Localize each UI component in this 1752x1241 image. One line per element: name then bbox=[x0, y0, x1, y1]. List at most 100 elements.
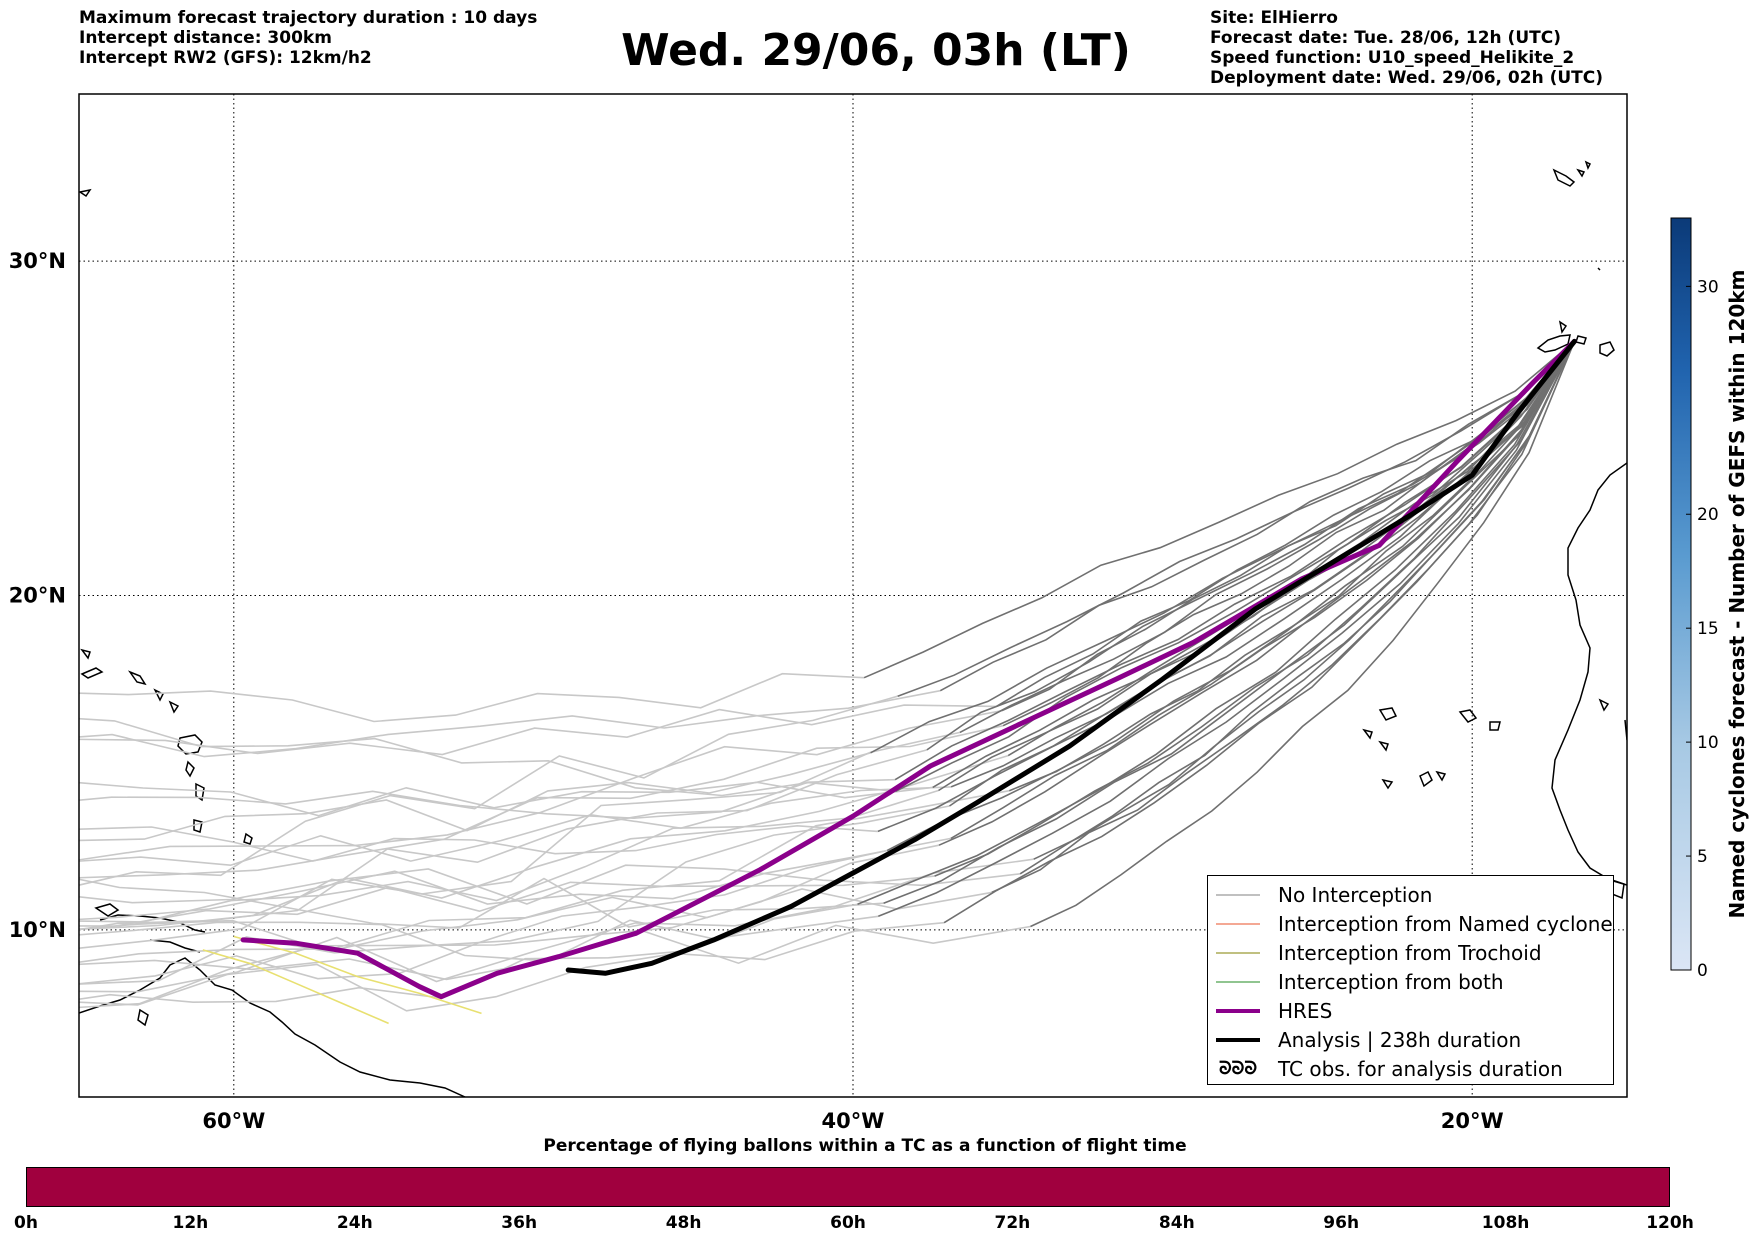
colorbar-tick-label: 10 bbox=[1697, 733, 1719, 753]
flight-time-tick-label: 60h bbox=[830, 1213, 866, 1233]
legend-swatch bbox=[1216, 1033, 1260, 1047]
flight-time-tick-label: 12h bbox=[172, 1213, 209, 1233]
ensemble-trajectory-dark bbox=[926, 340, 1576, 751]
map-legend: No Interception Interception from Named c… bbox=[1207, 875, 1614, 1085]
header-intercept-distance: Intercept distance: 300km bbox=[79, 28, 332, 48]
ensemble-trajectory-dark bbox=[897, 340, 1575, 697]
lon-tick-label: 60°W bbox=[202, 1109, 265, 1133]
header-speed-function: Speed function: U10_speed_Helikite_2 bbox=[1210, 48, 1575, 68]
ensemble-trajectory-light bbox=[79, 824, 878, 862]
ensemble-trajectory-dark bbox=[1008, 340, 1576, 792]
flight-time-tick-label: 24h bbox=[336, 1213, 373, 1233]
coastlines bbox=[79, 160, 1627, 1097]
ensemble-trajectory-light bbox=[79, 864, 1021, 905]
lat-tick-label: 10°N bbox=[9, 918, 66, 942]
ensemble-trajectory-light bbox=[79, 786, 952, 867]
ensemble-trajectory-dark bbox=[1030, 341, 1576, 928]
legend-label: Interception from both bbox=[1278, 969, 1504, 994]
header-site: Site: ElHierro bbox=[1210, 8, 1338, 28]
ensemble-trajectory-light bbox=[79, 837, 952, 921]
ensemble-trajectory-dark bbox=[1001, 340, 1576, 712]
ensemble-trajectory-dark bbox=[895, 340, 1576, 793]
legend-item: Interception from Trochoid bbox=[1216, 938, 1605, 967]
legend-swatch: ᘐᘐᘐ bbox=[1218, 1057, 1258, 1079]
ensemble-trajectory-light bbox=[79, 731, 961, 950]
ensemble-trajectory-dark bbox=[1002, 340, 1576, 727]
ensemble-trajectory-light bbox=[79, 921, 945, 1012]
flight-time-tick-label: 108h bbox=[1481, 1213, 1530, 1233]
header-forecast-date: Forecast date: Tue. 28/06, 12h (UTC) bbox=[1210, 28, 1561, 48]
light-trajectories bbox=[79, 672, 1034, 1012]
header-duration: Maximum forecast trajectory duration : 1… bbox=[79, 8, 538, 28]
map-gridlines bbox=[79, 94, 1627, 1097]
ensemble-trajectory-light bbox=[79, 915, 879, 962]
cyclone-colorbar-ticks: 0 5 10 15 20 30 bbox=[1686, 277, 1719, 981]
ensemble-trajectory-light bbox=[79, 704, 997, 756]
legend-item: Interception from both bbox=[1216, 967, 1605, 996]
ensemble-trajectory-light bbox=[79, 877, 884, 929]
map-frame bbox=[78, 93, 1628, 1098]
ensemble-trajectory-light bbox=[79, 689, 941, 758]
flight-time-tick-label: 84h bbox=[1158, 1213, 1195, 1233]
ensemble-trajectory-light bbox=[79, 695, 898, 886]
legend-label: Interception from Trochoid bbox=[1278, 940, 1542, 965]
legend-item: Interception from Named cyclone bbox=[1216, 909, 1613, 938]
latitude-ticks: 30°N 20°N 10°N bbox=[9, 249, 66, 942]
ensemble-trajectory-dark bbox=[938, 340, 1576, 846]
ensemble-trajectory-dark bbox=[950, 340, 1576, 788]
ensemble-trajectory-dark bbox=[932, 340, 1576, 789]
flight-time-tick-label: 48h bbox=[665, 1213, 702, 1233]
legend-item: HRES bbox=[1216, 996, 1605, 1025]
lat-tick-label: 20°N bbox=[9, 584, 66, 608]
ensemble-trajectory-dark bbox=[878, 341, 1576, 918]
header-intercept-rw2: Intercept RW2 (GFS): 12km/h2 bbox=[79, 48, 372, 68]
lon-tick-label: 20°W bbox=[1441, 1109, 1504, 1133]
header-info-right: Site: ElHierro Forecast date: Tue. 28/06… bbox=[1210, 8, 1603, 88]
flight-time-tick-label: 120h bbox=[1646, 1213, 1694, 1233]
page-title: Wed. 29/06, 03h (LT) bbox=[621, 25, 1131, 76]
bottom-colorbar-title: Percentage of flying ballons within a TC… bbox=[543, 1136, 1187, 1156]
yellow-trajectories bbox=[202, 935, 482, 1025]
hres-trajectory bbox=[240, 338, 1577, 1000]
header-info-left: Maximum forecast trajectory duration : 1… bbox=[79, 8, 537, 68]
legend-item: Analysis | 238h duration bbox=[1216, 1025, 1605, 1054]
analysis-trajectory bbox=[565, 338, 1577, 976]
colorbar-tick-label: 20 bbox=[1697, 505, 1719, 525]
colorbar-tick-label: 30 bbox=[1697, 277, 1719, 297]
yellow-trajectory bbox=[202, 949, 389, 1025]
cyclone-colorbar-label: Named cyclones forecast - Number of GEFS… bbox=[1725, 270, 1749, 919]
ensemble-trajectory-dark bbox=[934, 341, 1576, 877]
ensemble-trajectory-dark bbox=[939, 340, 1575, 692]
ensemble-trajectory-dark bbox=[857, 340, 1576, 906]
legend-label: TC obs. for analysis duration bbox=[1278, 1056, 1563, 1081]
ensemble-trajectory-light bbox=[79, 789, 939, 923]
colorbar-tick-label: 5 bbox=[1697, 847, 1708, 867]
colorbar-tick-label: 0 bbox=[1697, 961, 1708, 981]
ensemble-trajectory-dark bbox=[1019, 341, 1576, 875]
ensemble-trajectory-light bbox=[79, 781, 933, 817]
legend-swatch bbox=[1216, 946, 1260, 960]
ensemble-trajectory-dark bbox=[886, 340, 1576, 852]
ensemble-trajectory-dark bbox=[943, 341, 1576, 924]
ensemble-trajectory-light bbox=[79, 789, 1010, 963]
legend-label: Analysis | 238h duration bbox=[1278, 1027, 1522, 1052]
ensemble-trajectory-light bbox=[79, 778, 896, 820]
flight-time-tick-label: 36h bbox=[501, 1213, 538, 1233]
flight-time-tick-label: 72h bbox=[994, 1213, 1031, 1233]
ensemble-trajectory-light bbox=[79, 844, 940, 1009]
lon-tick-label: 40°W bbox=[822, 1109, 885, 1133]
flight-time-tick-label: 0h bbox=[14, 1213, 38, 1233]
ensemble-trajectory-light bbox=[79, 709, 1003, 861]
ensemble-trajectory-dark bbox=[1033, 341, 1576, 860]
legend-label: No Interception bbox=[1278, 882, 1433, 907]
cyclone-colorbar bbox=[1670, 217, 1692, 971]
flight-time-colorbar bbox=[26, 1167, 1670, 1207]
legend-item: No Interception bbox=[1216, 880, 1605, 909]
ensemble-trajectory-light bbox=[79, 805, 950, 985]
longitude-ticks: 60°W 40°W 20°W bbox=[202, 1109, 1503, 1133]
ensemble-trajectory-dark bbox=[870, 340, 1576, 754]
ensemble-trajectory-dark bbox=[949, 340, 1576, 807]
no-interception-trajectories bbox=[857, 340, 1576, 928]
ensemble-trajectory-dark bbox=[863, 340, 1575, 679]
